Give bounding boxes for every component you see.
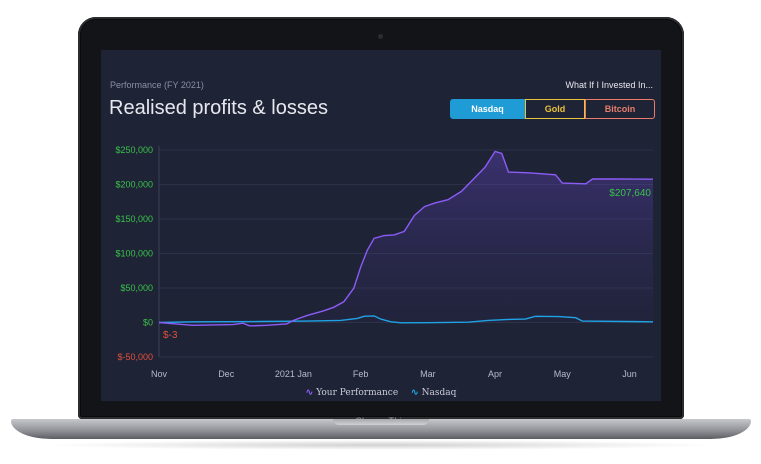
x-tick-label: 2021 Jan xyxy=(275,369,312,379)
series-line-your-performance xyxy=(158,150,654,327)
x-tick-label: Jun xyxy=(622,369,637,379)
y-tick-label: $100,000 xyxy=(115,249,153,259)
legend-label-your-performance: Your Performance xyxy=(316,388,399,398)
legend-item-nasdaq[interactable]: ∿ Nasdaq xyxy=(411,388,456,398)
gold-button[interactable]: Gold xyxy=(525,99,585,119)
benchmark-selector: Nasdaq Gold Bitcoin xyxy=(450,99,655,119)
bitcoin-button[interactable]: Bitcoin xyxy=(585,99,655,119)
y-tick-label: $250,000 xyxy=(115,145,153,155)
nasdaq-button[interactable]: Nasdaq xyxy=(450,99,525,119)
laptop-notch xyxy=(333,419,429,425)
x-tick-label: Mar xyxy=(420,369,436,379)
wave-icon: ∿ xyxy=(305,388,314,398)
laptop-base xyxy=(11,419,751,439)
y-tick-label: $150,000 xyxy=(115,214,153,224)
laptop-lid: Performance (FY 2021) Realised profits &… xyxy=(78,17,684,426)
x-axis-ticks: Nov Dec 2021 Jan Feb Mar Apr May Jun xyxy=(151,369,637,379)
chart-legend: ∿ Your Performance ∿ Nasdaq xyxy=(101,388,661,398)
series-line-nasdaq xyxy=(158,315,654,324)
end-value-label: $207,640 xyxy=(609,188,651,199)
what-if-label: What If I Invested In... xyxy=(565,80,653,90)
start-value-label: $-3 xyxy=(163,330,178,341)
x-tick-label: May xyxy=(554,369,572,379)
page-subtitle: Performance (FY 2021) xyxy=(110,80,204,90)
app-screen: Performance (FY 2021) Realised profits &… xyxy=(101,50,661,401)
y-axis-ticks: $250,000 $200,000 $150,000 $100,000 $50,000 $… xyxy=(115,145,153,362)
x-tick-label: Dec xyxy=(218,369,235,379)
laptop-shadow xyxy=(40,440,720,450)
page-title: Realised profits & losses xyxy=(109,97,328,119)
profit-loss-chart: $250,000 $200,000 $150,000 $100,000 $50,000 $… xyxy=(115,145,654,379)
y-tick-label: $0 xyxy=(143,318,153,328)
x-tick-label: Apr xyxy=(488,369,502,379)
y-tick-label: $50,000 xyxy=(120,283,153,293)
camera-dot xyxy=(378,34,383,39)
wave-icon: ∿ xyxy=(411,388,419,398)
y-tick-label: $200,000 xyxy=(115,180,153,190)
performance-area xyxy=(159,151,653,326)
legend-item-your-performance[interactable]: ∿ Your Performance xyxy=(306,388,401,398)
x-tick-label: Nov xyxy=(151,369,168,379)
x-tick-label: Feb xyxy=(353,369,369,379)
legend-label-nasdaq: Nasdaq xyxy=(421,388,457,398)
y-tick-label: $-50,000 xyxy=(117,352,153,362)
